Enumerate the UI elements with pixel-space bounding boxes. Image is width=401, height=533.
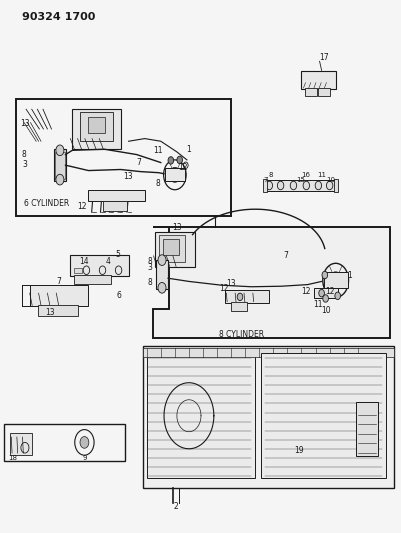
- Polygon shape: [152, 227, 389, 338]
- Bar: [158, 235, 184, 262]
- Bar: [333, 179, 337, 192]
- Circle shape: [314, 181, 321, 190]
- Circle shape: [176, 156, 182, 164]
- Text: 12: 12: [178, 164, 187, 172]
- Bar: [318, 88, 330, 96]
- Circle shape: [237, 293, 242, 301]
- Text: 19: 19: [294, 446, 304, 455]
- Text: 9: 9: [82, 455, 87, 461]
- Bar: [10, 433, 32, 455]
- Text: 8: 8: [147, 278, 152, 287]
- Text: 8: 8: [147, 257, 152, 265]
- Text: 3: 3: [147, 263, 152, 272]
- Bar: [4, 424, 124, 461]
- Circle shape: [334, 292, 340, 300]
- Bar: [231, 302, 247, 311]
- Bar: [146, 353, 255, 478]
- Text: 18: 18: [8, 455, 17, 461]
- Text: 90324 1700: 90324 1700: [22, 12, 95, 22]
- Text: 7: 7: [262, 177, 267, 183]
- Bar: [355, 402, 377, 456]
- Circle shape: [169, 167, 180, 182]
- Text: 1: 1: [185, 145, 190, 154]
- Bar: [225, 290, 269, 303]
- Text: 7: 7: [282, 252, 287, 260]
- Bar: [164, 168, 184, 181]
- Bar: [154, 232, 194, 266]
- Bar: [70, 255, 128, 276]
- Bar: [88, 117, 104, 133]
- Text: 7: 7: [136, 158, 141, 167]
- Circle shape: [158, 282, 166, 293]
- Bar: [261, 353, 385, 478]
- Bar: [38, 305, 78, 316]
- Text: 11: 11: [312, 301, 322, 309]
- Text: 13: 13: [226, 279, 235, 288]
- Bar: [142, 346, 393, 488]
- Bar: [30, 285, 88, 306]
- Circle shape: [277, 181, 283, 190]
- Text: 11: 11: [152, 146, 162, 155]
- Bar: [162, 239, 178, 255]
- Circle shape: [158, 255, 166, 265]
- Bar: [74, 275, 110, 284]
- Text: 4: 4: [105, 257, 110, 265]
- Circle shape: [56, 174, 64, 185]
- Text: 3: 3: [22, 160, 27, 168]
- Text: 14: 14: [79, 257, 89, 265]
- Text: 12: 12: [219, 285, 229, 293]
- Bar: [314, 288, 338, 298]
- Bar: [301, 71, 335, 89]
- Text: 10: 10: [320, 306, 330, 315]
- Text: 12: 12: [77, 203, 87, 211]
- Bar: [74, 268, 82, 273]
- Text: 13: 13: [45, 309, 55, 317]
- Circle shape: [265, 181, 272, 190]
- Text: 10: 10: [325, 177, 334, 183]
- Text: 8: 8: [22, 150, 26, 159]
- Text: 6: 6: [116, 292, 121, 300]
- Text: 11: 11: [316, 172, 325, 178]
- Text: 15: 15: [296, 177, 304, 183]
- Text: 13: 13: [172, 223, 181, 232]
- Text: 13: 13: [123, 173, 132, 181]
- Bar: [142, 348, 393, 357]
- Text: 5: 5: [115, 250, 119, 259]
- Bar: [80, 112, 112, 141]
- Circle shape: [326, 181, 332, 190]
- Circle shape: [302, 181, 309, 190]
- Circle shape: [328, 272, 341, 289]
- Text: 12: 12: [324, 287, 334, 296]
- Text: 16: 16: [300, 172, 309, 178]
- Circle shape: [321, 271, 327, 279]
- Circle shape: [168, 157, 173, 164]
- Bar: [88, 190, 144, 201]
- Bar: [304, 88, 316, 96]
- Circle shape: [56, 145, 64, 156]
- Bar: [16, 99, 231, 216]
- Bar: [54, 149, 65, 181]
- Circle shape: [322, 295, 328, 302]
- Text: 8 CYLINDER: 8 CYLINDER: [218, 330, 263, 338]
- Bar: [102, 201, 126, 211]
- Bar: [264, 180, 334, 191]
- Bar: [262, 179, 266, 192]
- Circle shape: [80, 437, 89, 448]
- Text: 2: 2: [173, 503, 178, 511]
- Circle shape: [290, 181, 296, 190]
- Bar: [55, 152, 65, 179]
- Circle shape: [318, 289, 324, 297]
- Bar: [72, 109, 120, 149]
- Text: 13: 13: [20, 119, 30, 128]
- Text: 12: 12: [301, 287, 310, 296]
- Text: 8: 8: [267, 172, 272, 178]
- Text: 8: 8: [155, 179, 160, 188]
- Text: 1: 1: [346, 271, 351, 280]
- Text: 17: 17: [319, 53, 328, 62]
- Bar: [156, 260, 168, 289]
- Text: 7: 7: [56, 277, 61, 286]
- Bar: [323, 272, 347, 288]
- Text: 6 CYLINDER: 6 CYLINDER: [24, 199, 69, 208]
